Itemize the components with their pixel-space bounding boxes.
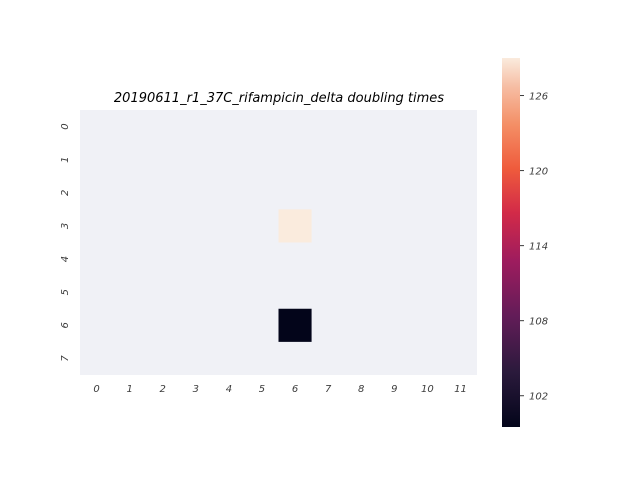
y-tick-label: 3 (60, 223, 71, 229)
x-tick-label: 9 (391, 384, 397, 395)
x-tick-label: 0 (93, 384, 99, 395)
colorbar-tick-label: 120 (529, 167, 548, 178)
x-tick-label: 7 (325, 384, 332, 395)
x-tick-label: 2 (160, 384, 166, 395)
x-tick-label: 11 (454, 384, 467, 395)
x-tick-label: 10 (421, 384, 434, 395)
colorbar-axis: 102 108 114 120 126 (520, 92, 548, 403)
y-axis: 0 1 2 3 4 5 6 7 (60, 123, 71, 361)
x-tick-label: 6 (292, 384, 298, 395)
y-tick-label: 7 (60, 355, 71, 362)
x-axis: 0 1 2 3 4 5 6 7 8 9 10 11 (93, 384, 466, 395)
colorbar-tick-label: 126 (529, 92, 548, 103)
colorbar-tick-label: 108 (529, 317, 548, 328)
y-tick-label: 6 (60, 322, 71, 328)
y-tick-label: 5 (60, 289, 71, 295)
x-tick-label: 8 (358, 384, 364, 395)
y-tick-label: 2 (60, 190, 71, 196)
y-tick-label: 0 (60, 123, 71, 129)
x-tick-label: 4 (226, 384, 232, 395)
x-tick-label: 5 (259, 384, 265, 395)
y-tick-label: 4 (60, 256, 71, 262)
x-tick-label: 3 (193, 384, 199, 395)
heatmap-cells (278, 209, 312, 342)
heatmap-cell (278, 209, 312, 243)
colorbar-tick-label: 114 (529, 242, 548, 253)
y-tick-label: 1 (60, 157, 71, 163)
colorbar (502, 58, 520, 427)
colorbar-tick-label: 102 (529, 392, 548, 403)
x-tick-label: 1 (126, 384, 132, 395)
heatmap-cell (278, 308, 312, 342)
chart-title: 20190611_r1_37C_rifampicin_delta doublin… (114, 91, 444, 106)
